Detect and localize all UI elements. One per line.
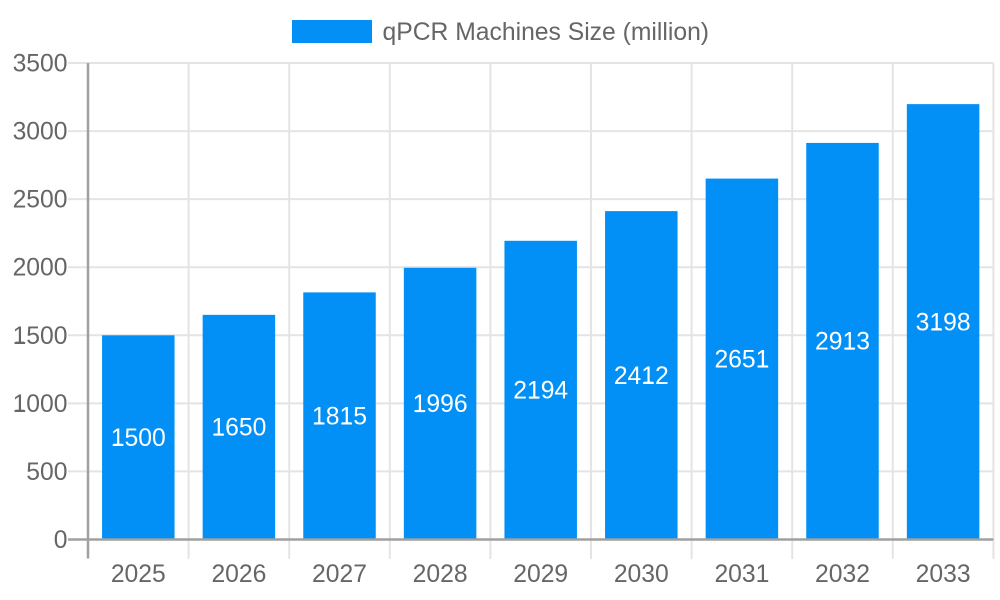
svg-text:2500: 2500 xyxy=(13,187,68,214)
svg-text:2025: 2025 xyxy=(111,561,166,588)
svg-text:2027: 2027 xyxy=(312,561,367,588)
svg-text:2913: 2913 xyxy=(815,329,870,356)
svg-text:3500: 3500 xyxy=(13,51,68,78)
svg-text:2000: 2000 xyxy=(13,255,68,282)
svg-text:1500: 1500 xyxy=(13,323,68,350)
svg-text:1650: 1650 xyxy=(211,415,266,442)
svg-text:2194: 2194 xyxy=(513,378,568,405)
svg-text:1500: 1500 xyxy=(111,425,166,452)
svg-text:2412: 2412 xyxy=(614,363,669,390)
svg-text:2031: 2031 xyxy=(714,561,769,588)
svg-text:1996: 1996 xyxy=(413,391,468,418)
svg-text:1815: 1815 xyxy=(312,403,367,430)
svg-text:2029: 2029 xyxy=(513,561,568,588)
svg-text:3198: 3198 xyxy=(916,309,971,336)
svg-text:2032: 2032 xyxy=(815,561,870,588)
svg-text:2030: 2030 xyxy=(614,561,669,588)
svg-text:2033: 2033 xyxy=(916,561,971,588)
svg-text:1000: 1000 xyxy=(13,391,68,418)
svg-text:2651: 2651 xyxy=(714,347,769,374)
svg-text:500: 500 xyxy=(26,459,67,486)
svg-text:qPCR Machines Size (million): qPCR Machines Size (million) xyxy=(383,19,710,46)
svg-text:3000: 3000 xyxy=(13,119,68,146)
svg-text:0: 0 xyxy=(54,527,68,554)
svg-text:2026: 2026 xyxy=(211,561,266,588)
svg-text:2028: 2028 xyxy=(413,561,468,588)
